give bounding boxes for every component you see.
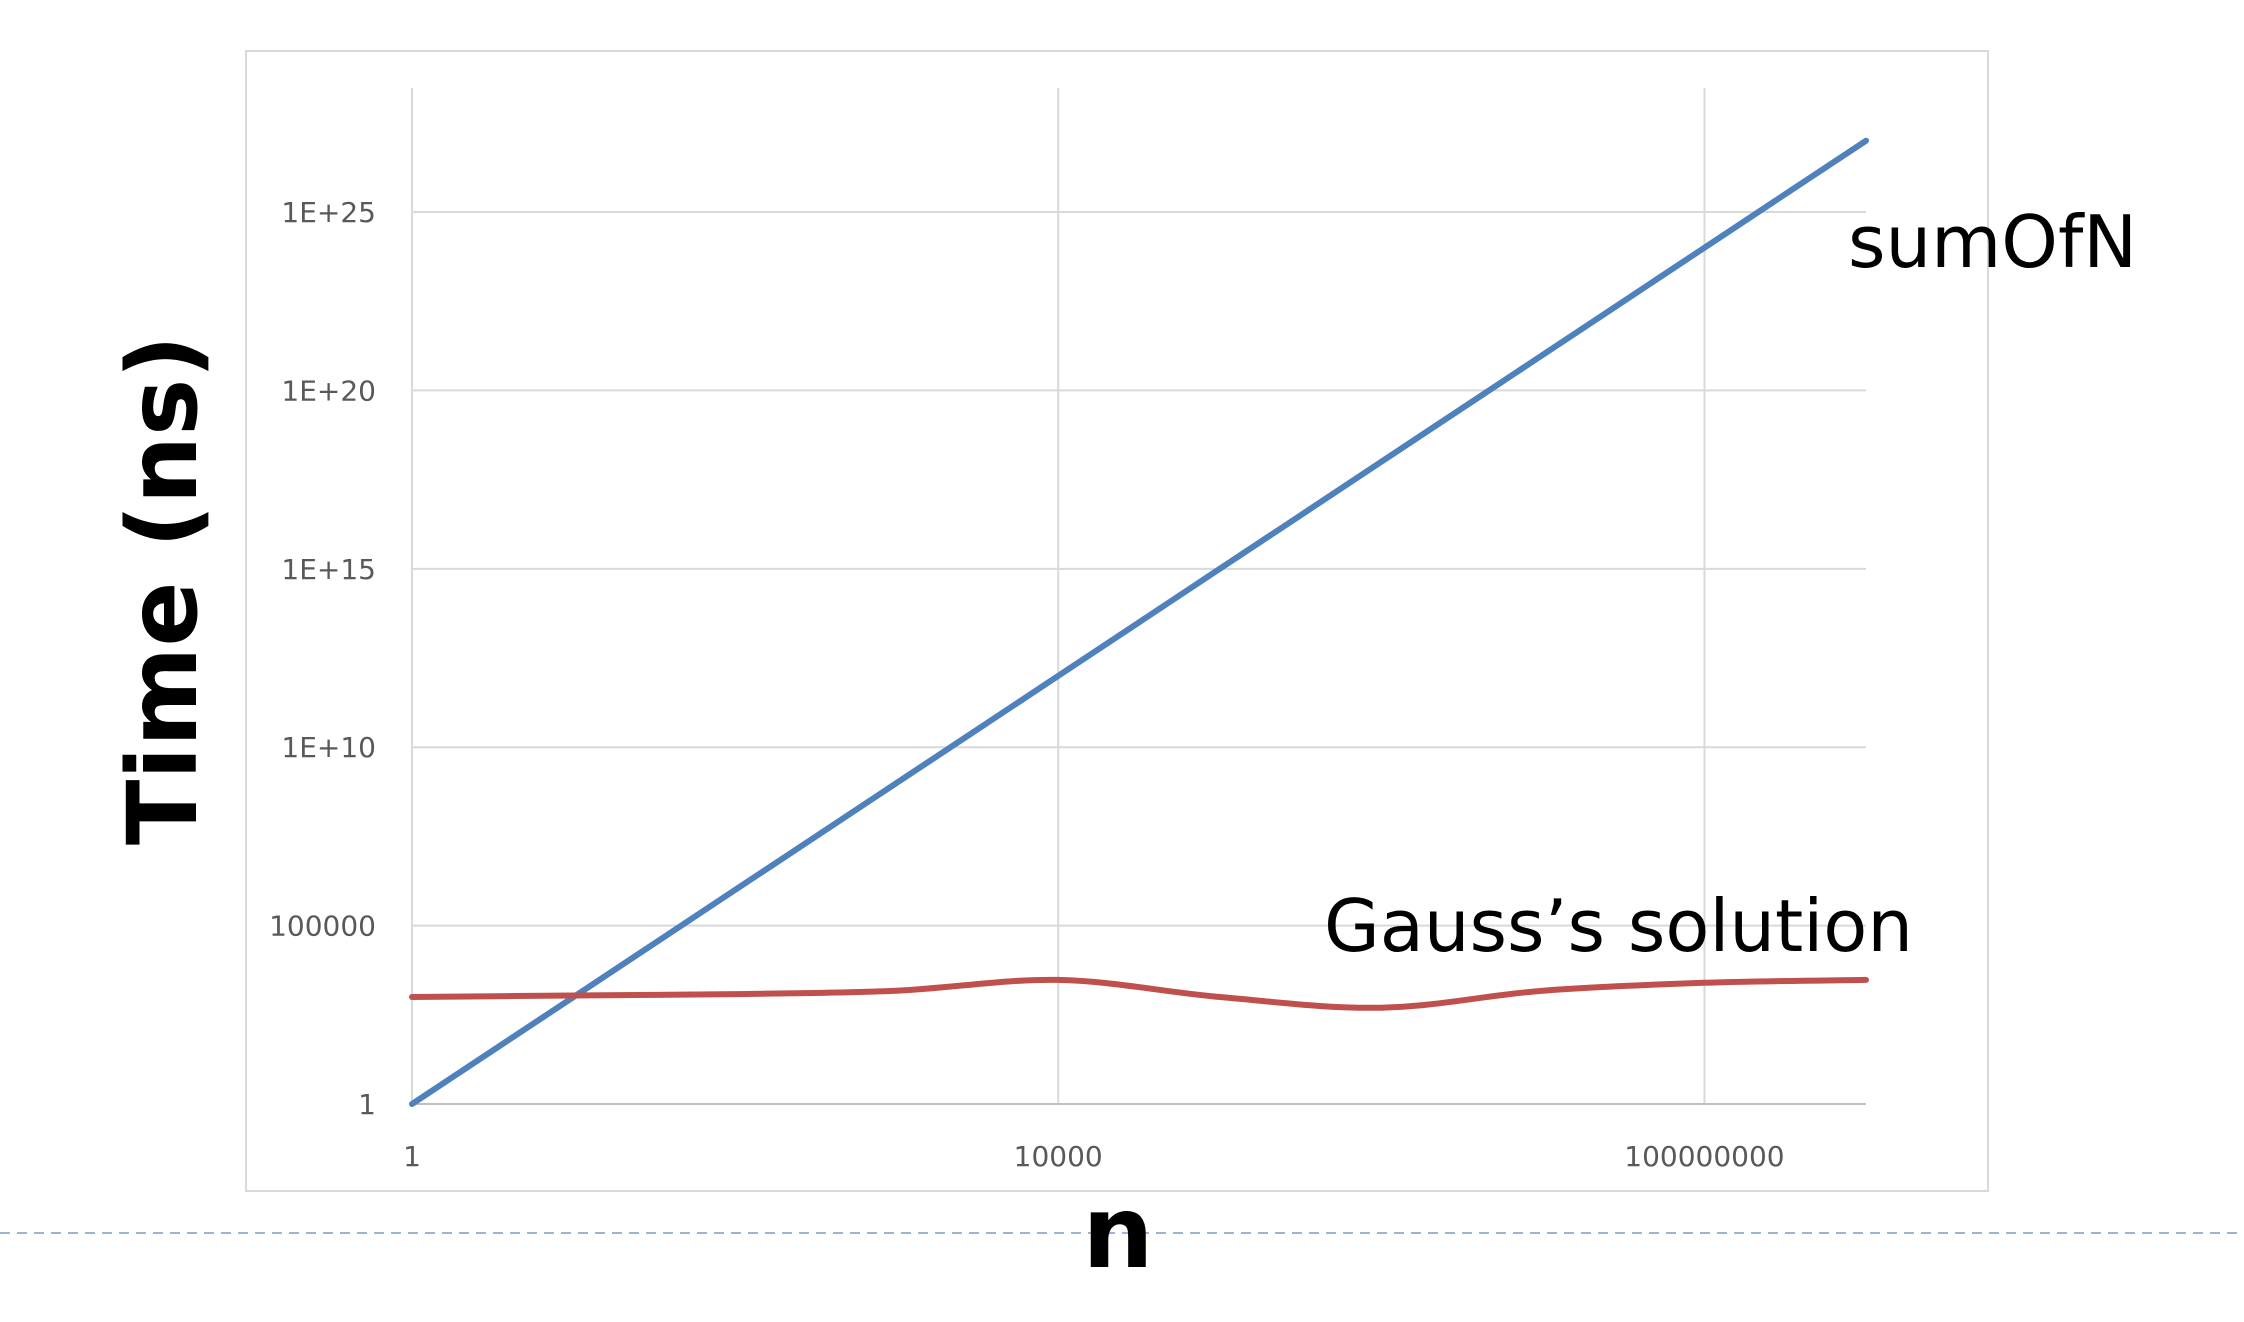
annotation-sumofn: sumOfN (1848, 200, 2137, 284)
x-gridlines (411, 88, 1706, 1104)
series-lines (409, 137, 1869, 1107)
y-gridlines (412, 211, 1866, 927)
annotation-gauss-solution: Gauss’s solution (1324, 884, 1913, 968)
y-tick-label: 100000 (269, 910, 376, 943)
series-line-gauss-s-solution (409, 976, 1869, 1011)
x-tick-label: 1 (403, 1140, 421, 1173)
y-tick-label: 1E+20 (281, 374, 376, 407)
x-tick-label: 10000 (1014, 1140, 1103, 1173)
y-tick-label: 1E+15 (281, 553, 376, 586)
y-tick-labels: 1 100000 1E+10 1E+15 1E+20 1E+25 (269, 196, 376, 1121)
y-axis-title: Time (ns) (107, 335, 219, 845)
series-line-sumofn (409, 137, 1869, 1107)
chart-frame (245, 50, 1989, 1192)
x-axis-title: n (1082, 1174, 1153, 1291)
x-tick-label: 100000000 (1624, 1140, 1784, 1173)
y-tick-label: 1 (358, 1088, 376, 1121)
y-tick-label: 1E+10 (281, 731, 376, 764)
x-tick-labels: 1 10000 100000000 (403, 1140, 1785, 1173)
y-tick-label: 1E+25 (281, 196, 376, 229)
